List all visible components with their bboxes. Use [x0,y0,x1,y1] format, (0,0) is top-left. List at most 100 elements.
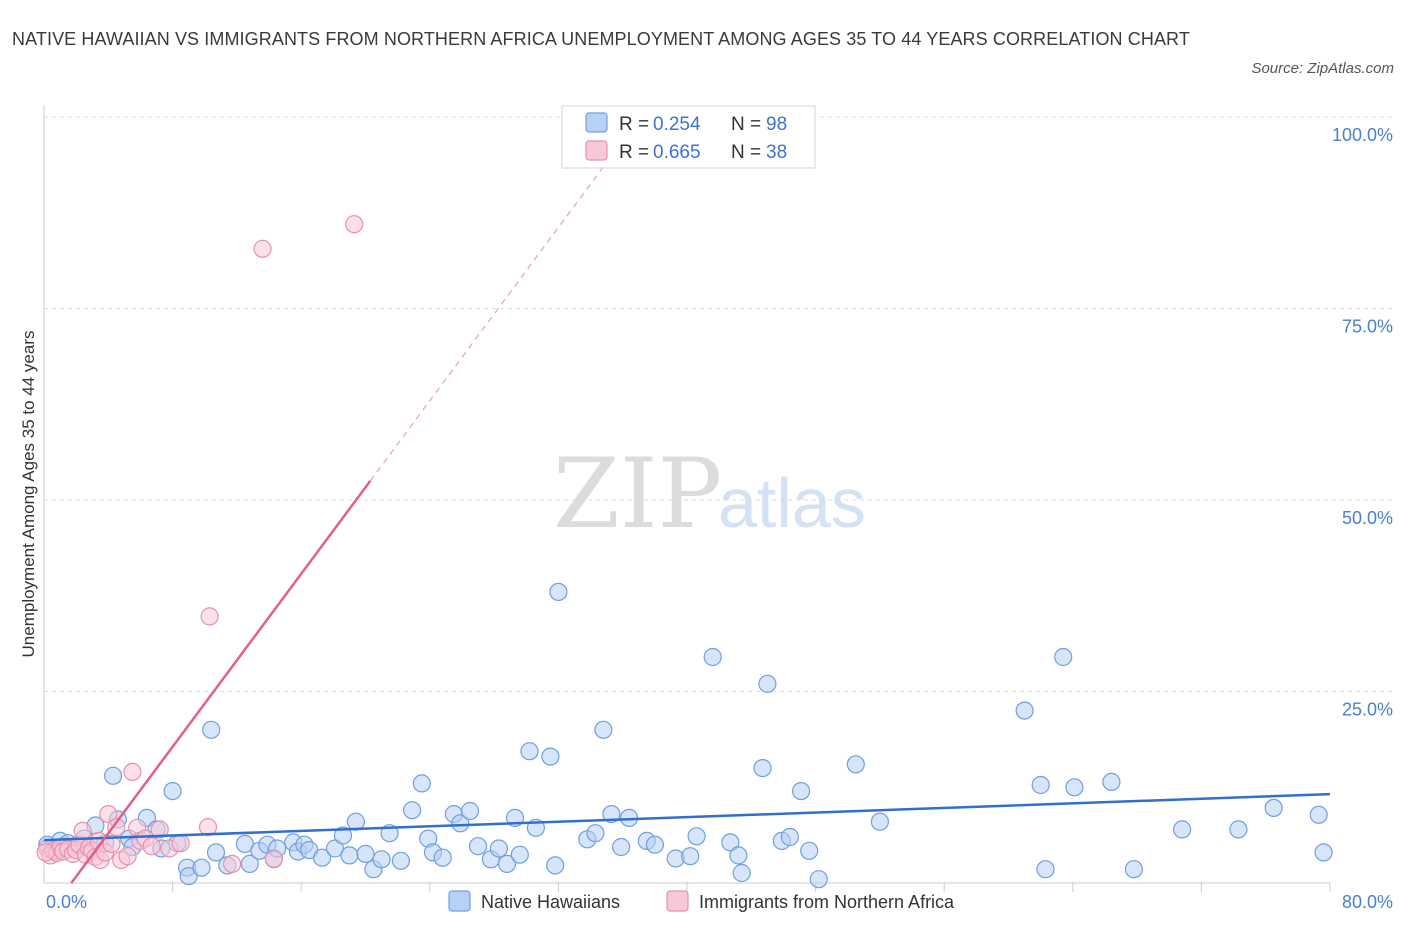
point-immigrant-northern-africa [36,843,55,862]
point-native-hawaiian [103,766,123,785]
point-native-hawaiian [510,845,529,864]
legend-r-value-2: 0.665 [653,142,701,163]
point-immigrant-northern-africa [123,762,142,782]
point-native-hawaiian [391,851,410,870]
point-native-hawaiian [497,854,517,874]
point-immigrant-northern-africa [107,817,126,837]
point-native-hawaiian [809,870,828,889]
legend-swatch-pink [585,140,608,161]
point-native-hawaiian [546,856,565,875]
legend-r-value-1: 0.254 [653,114,701,135]
trend-line-native-hawaiians [43,792,1331,842]
point-native-hawaiian [1309,805,1328,824]
point-native-hawaiian [1054,647,1073,667]
point-native-hawaiian [753,758,772,778]
bottom-legend-native-hawaiians: Native Hawaiians [481,892,620,912]
point-native-hawaiian [645,835,665,854]
legend-n-value-1: 98 [766,114,787,135]
point-native-hawaiian [412,774,431,793]
point-native-hawaiian [202,720,221,739]
point-native-hawaiian [594,720,613,739]
y-axis-label: Unemployment Among Ages 35 to 44 years [19,331,38,658]
y-tick-label: 25.0% [1342,700,1393,720]
point-native-hawaiian [586,824,605,843]
point-immigrant-northern-africa [118,847,137,866]
point-native-hawaiian [340,846,359,865]
point-native-hawaiian [333,826,353,845]
trend-lines [43,166,1331,884]
point-native-hawaiian [791,781,811,801]
point-native-hawaiian [403,801,422,820]
point-native-hawaiian [1031,775,1050,795]
point-native-hawaiian [687,827,706,846]
point-immigrant-northern-africa [253,239,272,258]
point-native-hawaiian [1065,778,1084,797]
chart-title: NATIVE HAWAIIAN VS IMMIGRANTS FROM NORTH… [12,29,1190,49]
tick-labels: 100.0% 75.0% 50.0% 25.0% 0.0% 80.0% [46,125,1393,912]
point-native-hawaiian [729,846,748,865]
trend-line-immigrants [70,480,372,884]
bottom-legend-swatch-pink [666,890,689,912]
point-native-hawaiian [1264,798,1283,818]
point-immigrant-northern-africa [264,850,283,869]
point-native-hawaiian [800,841,819,860]
chart-source: Source: ZipAtlas.com [1251,60,1394,77]
watermark-atlas: atlas [718,464,866,542]
point-immigrant-northern-africa [150,820,169,839]
legend-r-label-1: R = [619,114,649,135]
point-native-hawaiian [846,755,865,774]
point-native-hawaiian [179,866,198,886]
series-immigrants-northern-africa [36,215,364,874]
point-native-hawaiian [611,837,631,857]
series-legend: Native Hawaiians Immigrants from Norther… [448,890,955,912]
point-native-hawaiian [1314,843,1333,862]
x-tick-label-max: 80.0% [1342,892,1393,912]
point-native-hawaiian [1015,701,1034,720]
point-native-hawaiian [703,647,722,667]
point-native-hawaiian [549,582,568,602]
point-native-hawaiian [1172,820,1192,839]
point-native-hawaiian [780,827,800,847]
point-native-hawaiian [460,801,480,821]
watermark-zip: ZIP [553,438,722,550]
point-native-hawaiian [468,837,488,856]
bottom-legend-swatch-blue [448,890,471,912]
point-immigrant-northern-africa [200,607,219,626]
point-immigrant-northern-africa [99,804,118,824]
point-native-hawaiian [451,814,470,833]
point-native-hawaiian [240,854,259,874]
point-immigrant-northern-africa [198,817,218,837]
point-native-hawaiian [192,858,211,877]
point-native-hawaiian [489,839,508,858]
legend-swatch-blue [585,112,608,133]
point-native-hawaiian [520,742,539,761]
point-native-hawaiian [356,844,375,864]
y-tick-label: 75.0% [1342,317,1393,337]
point-native-hawaiian [372,850,391,869]
point-immigrant-northern-africa [223,854,242,874]
point-native-hawaiian [433,848,452,867]
point-native-hawaiian [1102,772,1121,792]
trend-line-immigrants-extension [369,166,604,482]
point-immigrant-northern-africa [345,215,364,234]
point-native-hawaiian [206,843,226,862]
grid-lines [44,116,1392,692]
point-immigrant-northern-africa [102,834,121,854]
y-tick-label: 100.0% [1332,125,1393,145]
axes [43,105,1331,892]
point-native-hawaiian [602,804,621,824]
legend-n-value-2: 38 [766,142,787,163]
y-tick-label: 50.0% [1342,508,1393,528]
legend-r-label-2: R = [619,142,649,163]
point-native-hawaiian [1229,820,1248,839]
point-native-hawaiian [732,863,751,883]
point-native-hawaiian [235,834,254,854]
point-native-hawaiian [681,847,700,866]
point-native-hawaiian [541,747,560,766]
point-native-hawaiian [758,674,777,693]
correlation-legend: R = 0.254 N = 98 R = 0.665 N = 38 [561,105,816,169]
legend-n-label-2: N = [731,142,761,163]
point-native-hawaiian [721,833,740,852]
x-tick-label-min: 0.0% [46,892,87,912]
